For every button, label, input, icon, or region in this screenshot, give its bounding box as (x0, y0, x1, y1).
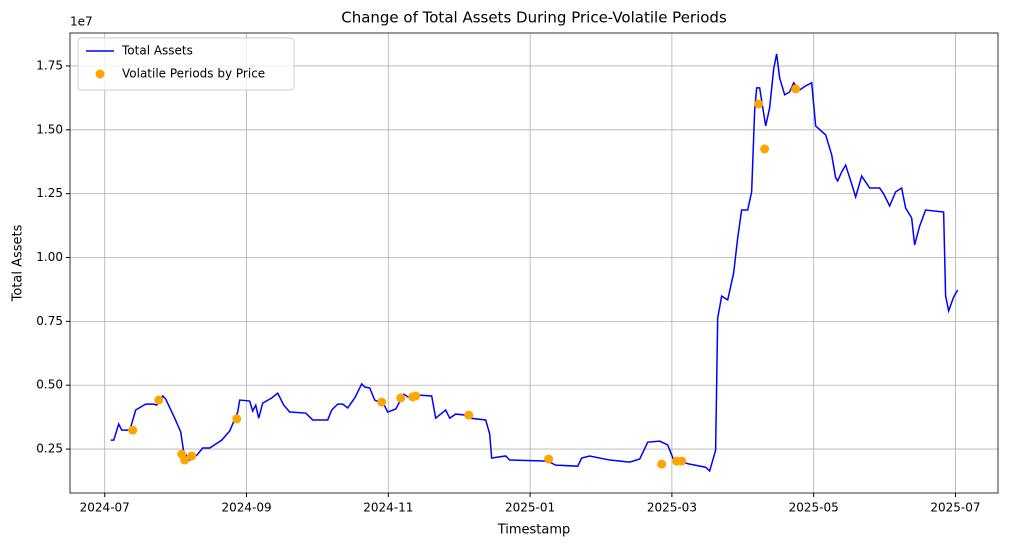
legend-label: Total Assets (121, 44, 193, 58)
y-tick-label: 0.75 (36, 314, 63, 328)
x-tick-label: 2025-01 (505, 501, 555, 515)
y-tick-label: 0.50 (36, 378, 63, 392)
point (396, 393, 406, 403)
point (128, 425, 138, 435)
x-tick-label: 2025-07 (930, 501, 980, 515)
y-tick-label: 1.50 (36, 122, 63, 136)
legend-box (77, 37, 295, 91)
y-tick-label: 1.25 (36, 186, 63, 200)
x-tick-label: 2025-03 (647, 501, 697, 515)
point (232, 414, 242, 424)
point (760, 144, 770, 154)
point (377, 397, 387, 407)
point (677, 456, 687, 466)
point (657, 459, 667, 469)
point (180, 455, 190, 465)
y-tick-label: 1.75 (36, 58, 63, 72)
point (754, 99, 764, 109)
y-offset-label: 1e7 (70, 15, 93, 29)
y-axis-label: Total Assets (11, 224, 26, 302)
point (791, 84, 801, 94)
legend-label: Volatile Periods by Price (122, 67, 265, 81)
x-tick-label: 2024-11 (363, 501, 413, 515)
point (411, 391, 421, 401)
plot-frame (69, 32, 999, 494)
y-tick-label: 1.00 (36, 250, 63, 264)
point (154, 395, 164, 405)
chart-title: Change of Total Assets During Price-Vola… (341, 9, 727, 27)
point (464, 410, 474, 420)
x-tick-label: 2024-07 (80, 501, 130, 515)
point (187, 451, 197, 461)
y-tick-label: 0.25 (36, 442, 63, 456)
x-axis-label: Timestamp (497, 523, 571, 538)
legend-marker (95, 69, 105, 79)
line (110, 53, 959, 473)
x-tick-label: 2025-05 (789, 501, 839, 515)
point (544, 454, 554, 464)
x-tick-label: 2024-09 (221, 501, 271, 515)
